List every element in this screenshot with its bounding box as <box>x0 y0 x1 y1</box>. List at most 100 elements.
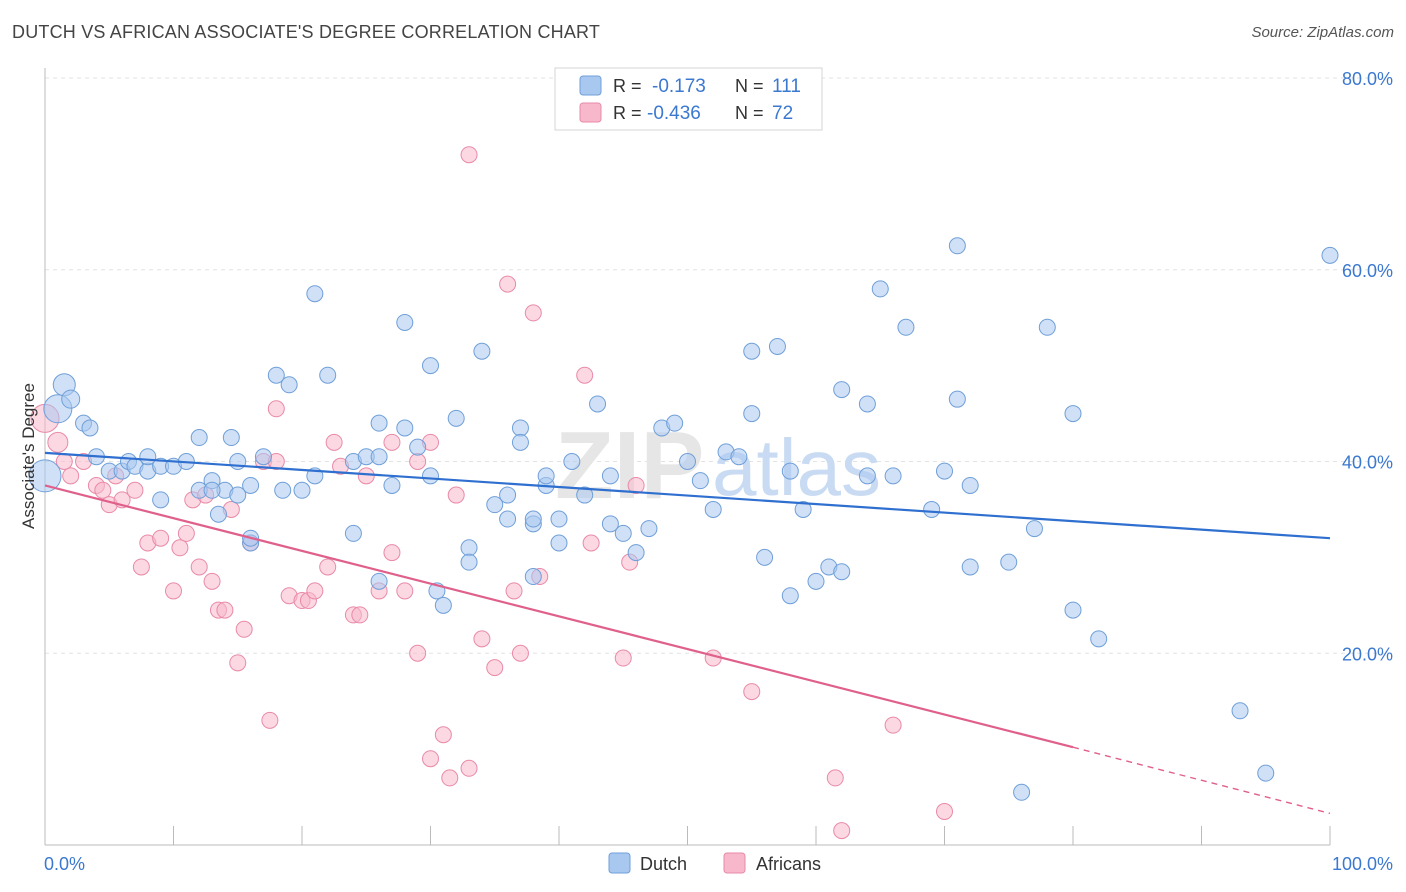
dutch-point <box>1038 318 1056 336</box>
dutch-point <box>550 510 568 528</box>
dutch-point <box>923 500 941 518</box>
dutch-point <box>537 467 555 485</box>
dutch-point <box>897 318 915 336</box>
africans-point <box>460 146 478 164</box>
africans-point <box>267 400 285 418</box>
dutch-point <box>61 389 81 409</box>
dutch-point <box>203 481 221 499</box>
dutch-point <box>550 534 568 552</box>
dutch-point <box>460 539 478 557</box>
dutch-point <box>81 419 99 437</box>
dutch-point <box>370 448 388 466</box>
africans-point <box>936 802 953 820</box>
africans-point <box>409 644 427 662</box>
dutch-point <box>858 467 876 485</box>
africans-point <box>447 486 465 504</box>
dutch-point <box>833 381 851 399</box>
africans-point <box>165 582 182 600</box>
africans-point <box>473 630 491 648</box>
dutch-point <box>267 366 285 384</box>
africans-point <box>126 481 144 499</box>
dutch-point <box>756 548 774 566</box>
africans-point <box>190 558 208 576</box>
africans-trend-line <box>44 484 1074 749</box>
legend-r-label-africans: R = <box>613 103 642 123</box>
trend-lines <box>44 451 1331 815</box>
dutch-point <box>961 558 979 576</box>
africans-point <box>357 467 375 485</box>
dutch-point <box>1231 702 1249 720</box>
dutch-point <box>524 510 542 528</box>
dutch-point <box>344 524 362 542</box>
africans-point <box>229 654 247 672</box>
dutch-point <box>884 467 902 485</box>
dutch-point <box>370 572 388 590</box>
dutch-point <box>370 414 388 432</box>
africans-point <box>216 601 234 619</box>
dutch-point <box>306 285 324 303</box>
dutch-point <box>666 414 684 432</box>
tick-labels: 20.0% 40.0% 60.0% 80.0% 0.0% 100.0% <box>44 69 1393 874</box>
x-tick-label: 0.0% <box>44 854 85 874</box>
dutch-point <box>627 544 645 562</box>
dutch-point <box>499 510 517 528</box>
stats-legend: R = -0.173 N = 111 R = -0.436 N = 72 <box>554 67 823 131</box>
legend-r-value-africans: -0.436 <box>647 103 701 124</box>
legend-r-value-dutch: -0.173 <box>652 76 706 97</box>
dutch-point <box>274 481 292 499</box>
dutch-point <box>589 395 607 413</box>
dutch-point <box>511 433 529 451</box>
dutch-point <box>691 472 709 490</box>
y-tick-label: 40.0% <box>1342 453 1393 473</box>
dutch-point <box>447 409 465 427</box>
dutch-point <box>383 476 401 494</box>
x-tick-label: 100.0% <box>1332 854 1393 874</box>
legend-swatch-dutch <box>579 75 602 96</box>
dutch-point <box>409 438 427 456</box>
dutch-point <box>743 405 761 423</box>
dutch-point <box>781 462 799 480</box>
dutch-point <box>1000 553 1018 571</box>
africans-point <box>627 476 645 494</box>
africans-point <box>203 572 221 590</box>
dutch-point <box>833 563 851 581</box>
africans-point <box>319 558 337 576</box>
y-tick-label: 80.0% <box>1342 69 1393 89</box>
africans-point <box>351 606 369 624</box>
dutch-point <box>1257 764 1275 782</box>
africans-point <box>62 467 80 485</box>
africans-point <box>486 659 504 677</box>
africans-point <box>47 431 69 453</box>
y-tick-label: 60.0% <box>1342 261 1393 281</box>
dutch-point <box>781 587 799 605</box>
dutch-point <box>1090 630 1108 648</box>
series-legend: Dutch Africans <box>608 852 821 874</box>
dutch-point <box>807 572 825 590</box>
africans-point <box>132 558 150 576</box>
dutch-point <box>704 500 722 518</box>
africans-point <box>177 524 195 542</box>
legend-r-label-dutch: R = <box>613 76 642 96</box>
dutch-points <box>28 237 1339 801</box>
africans-point <box>582 534 600 552</box>
dutch-point <box>422 357 439 375</box>
africans-point <box>235 620 253 638</box>
y-tick-label: 20.0% <box>1342 644 1393 664</box>
dutch-point <box>486 496 504 514</box>
dutch-point <box>679 453 696 470</box>
africans-point <box>383 433 401 451</box>
y-axis-label: Associate's Degree <box>19 383 38 529</box>
africans-point <box>325 433 343 451</box>
dutch-point <box>396 419 414 437</box>
dutch-point <box>190 429 208 447</box>
africans-point <box>884 716 902 734</box>
africans-point <box>743 683 761 701</box>
africans-point <box>511 644 529 662</box>
africans-point <box>826 769 844 787</box>
legend-bottom-label-dutch: Dutch <box>640 854 687 874</box>
dutch-point <box>473 342 491 360</box>
dutch-point <box>640 520 658 538</box>
dutch-point <box>499 486 517 504</box>
dutch-point <box>858 395 876 413</box>
